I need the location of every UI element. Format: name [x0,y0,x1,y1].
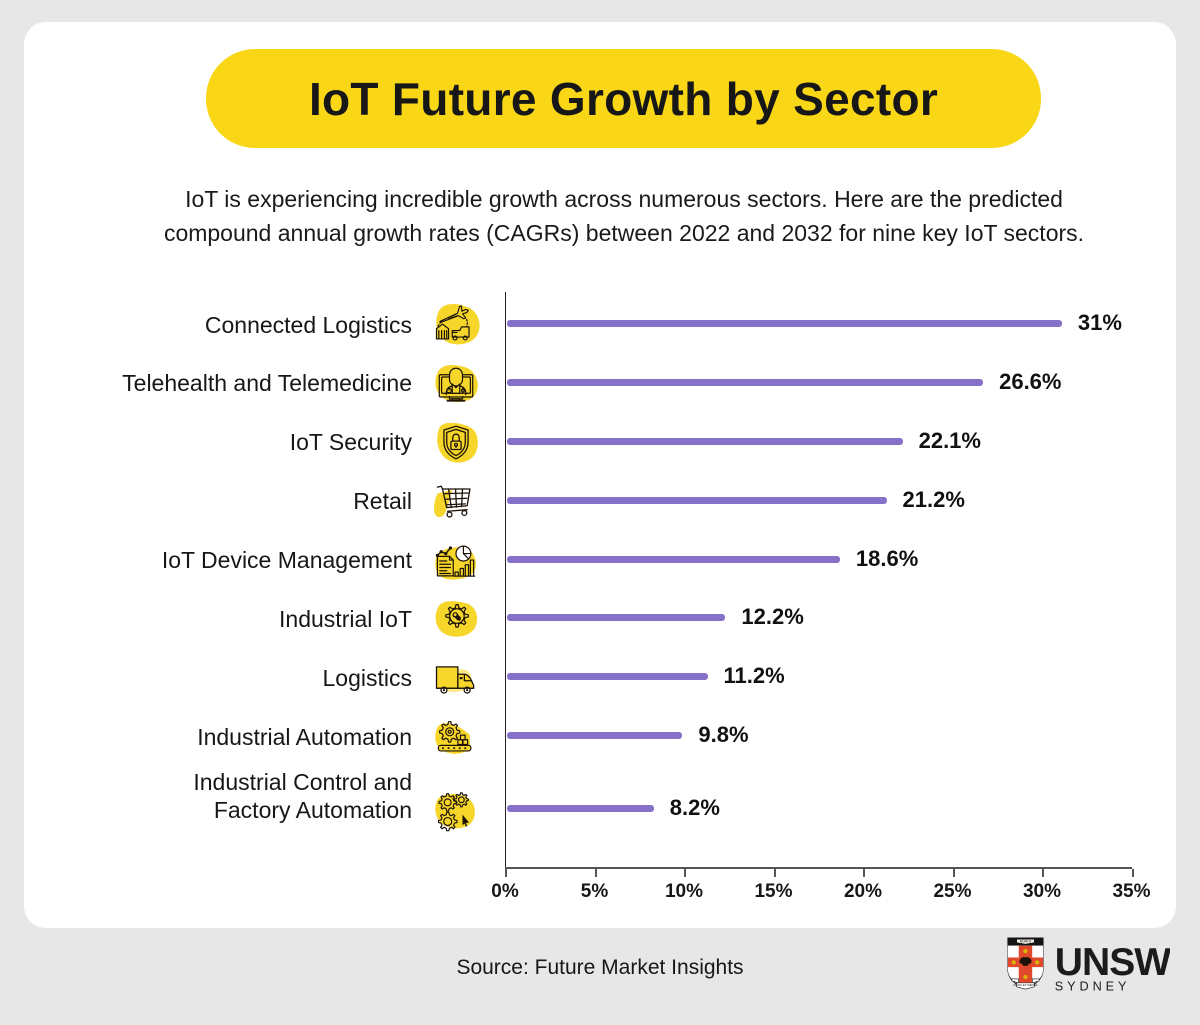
svg-text:SYDNEY: SYDNEY [1055,980,1131,994]
svg-text:NORTH: NORTH [1020,939,1032,943]
svg-text:MANU ET MENTE: MANU ET MENTE [1013,983,1037,987]
svg-text:UNSW: UNSW [1055,941,1170,984]
